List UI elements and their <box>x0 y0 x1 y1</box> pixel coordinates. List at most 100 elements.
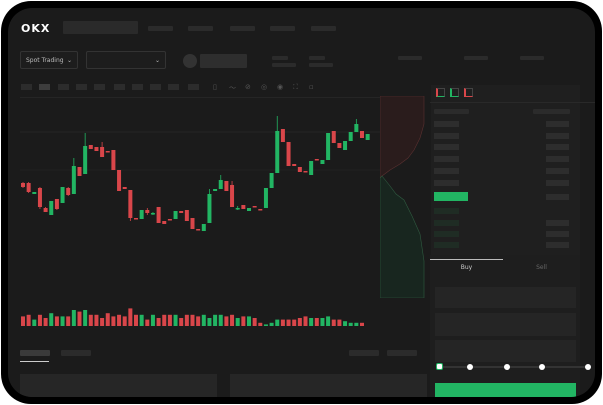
interval-button[interactable] <box>76 84 87 90</box>
interval-button[interactable] <box>188 84 199 90</box>
asks-only-icon[interactable] <box>464 88 473 97</box>
price-input[interactable] <box>435 287 576 308</box>
ask-total[interactable] <box>546 121 569 127</box>
ask-total[interactable] <box>546 168 569 174</box>
candle-body <box>94 147 99 151</box>
camera-icon[interactable]: ◉ <box>277 83 284 91</box>
bid-total[interactable] <box>546 242 569 248</box>
settings-icon[interactable]: ⛶ <box>293 83 298 91</box>
amount-input[interactable] <box>435 313 576 336</box>
ask-price[interactable] <box>434 133 459 139</box>
slider-mark-25[interactable] <box>467 364 473 370</box>
ask-total[interactable] <box>546 156 569 162</box>
ask-total[interactable] <box>546 180 569 186</box>
candle-body <box>173 211 178 219</box>
nav-item[interactable] <box>230 26 255 31</box>
slider-mark-75[interactable] <box>539 364 545 370</box>
stat-value <box>309 63 333 67</box>
tab-buy[interactable]: Buy <box>460 264 473 271</box>
interval-button[interactable] <box>150 84 161 90</box>
candle-body <box>66 188 71 195</box>
slider-mark-50[interactable] <box>504 364 510 370</box>
candle-body <box>21 183 25 187</box>
candle-body <box>354 124 359 132</box>
interval-button[interactable] <box>94 84 105 90</box>
interval-button[interactable] <box>132 84 143 90</box>
filter-button[interactable] <box>387 350 417 356</box>
candle-type-icon[interactable]: ▯ <box>213 83 217 91</box>
ask-total[interactable] <box>546 133 569 139</box>
candle-body <box>365 134 370 140</box>
total-input[interactable] <box>435 340 576 362</box>
candle-body <box>77 167 82 176</box>
volume-bar <box>134 314 138 326</box>
ask-price[interactable] <box>434 156 459 162</box>
nav-item[interactable] <box>188 26 213 31</box>
ask-price[interactable] <box>434 180 459 186</box>
bid-total[interactable] <box>546 231 569 237</box>
nav-item[interactable] <box>148 26 173 31</box>
market-selector-label: Spot Trading <box>26 56 64 64</box>
candle-body <box>207 194 212 223</box>
tab-sell[interactable]: Sell <box>536 264 547 271</box>
orders-panel <box>20 374 217 397</box>
interval-button[interactable] <box>39 84 50 90</box>
interval-button[interactable] <box>58 84 69 90</box>
interval-button[interactable] <box>21 84 32 90</box>
candle-body <box>83 146 88 174</box>
tab-order-history[interactable] <box>61 350 91 356</box>
slider-mark-100[interactable] <box>585 364 591 370</box>
tab-open-orders[interactable] <box>20 350 50 356</box>
line-tool-icon[interactable]: ⊘ <box>245 83 251 91</box>
chevron-down-icon: ⌄ <box>154 56 160 64</box>
ask-price[interactable] <box>434 121 459 127</box>
volume-bar <box>286 319 291 326</box>
nav-item[interactable] <box>311 26 336 31</box>
interval-button[interactable] <box>114 84 125 90</box>
volume-bar <box>269 322 274 326</box>
mid-price <box>434 192 468 201</box>
candle-body <box>54 199 59 209</box>
ask-total[interactable] <box>546 144 569 150</box>
candle-body <box>326 133 331 160</box>
slider-handle[interactable] <box>436 363 443 370</box>
bid-price[interactable] <box>434 208 459 214</box>
both-sides-icon[interactable] <box>436 88 445 97</box>
fullscreen-icon[interactable]: ▫ <box>309 83 314 91</box>
volume-bar <box>105 313 110 326</box>
candle-body <box>196 229 201 231</box>
market-selector[interactable]: Spot Trading ⌄ <box>20 51 78 69</box>
pair-selector[interactable]: ⌄ <box>86 51 166 69</box>
buy-button[interactable] <box>435 383 576 397</box>
bid-price[interactable] <box>434 231 459 237</box>
volume-bar <box>247 316 251 326</box>
candle-body <box>286 142 291 166</box>
volume-bar <box>303 316 308 326</box>
volume-bar <box>190 314 195 326</box>
volume-bar <box>235 318 240 326</box>
volume-bar <box>60 316 65 326</box>
bids-only-icon[interactable] <box>450 88 459 97</box>
volume-bar <box>292 319 297 326</box>
volume-bar <box>83 310 88 326</box>
volume-bar <box>213 314 218 326</box>
ruler-icon[interactable]: ◎ <box>261 83 268 91</box>
volume-bar <box>117 314 122 326</box>
candle-body <box>179 211 184 213</box>
amount-slider[interactable] <box>441 366 587 368</box>
bid-price[interactable] <box>434 242 459 248</box>
search-field[interactable] <box>63 21 138 34</box>
filter-button[interactable] <box>349 350 379 356</box>
candle-body <box>105 151 110 153</box>
bid-price[interactable] <box>434 220 459 226</box>
ask-price[interactable] <box>434 168 459 174</box>
active-tab-indicator <box>430 259 503 260</box>
candle-body <box>320 160 325 164</box>
indicator-icon[interactable]: 〜 <box>229 84 236 92</box>
nav-item[interactable] <box>270 26 295 31</box>
ask-price[interactable] <box>434 144 459 150</box>
interval-button[interactable] <box>168 84 179 90</box>
bid-total[interactable] <box>546 220 569 226</box>
candle-body <box>213 189 218 191</box>
candlestick-chart <box>20 116 380 326</box>
